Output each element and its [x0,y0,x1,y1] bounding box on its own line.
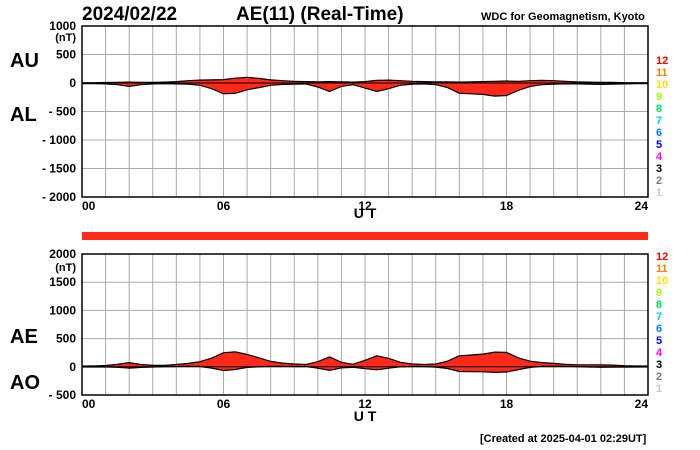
hour-legend-item: 11 [656,263,668,275]
y-tick-label: - 1000 [42,133,76,147]
plot-frame [81,253,649,396]
hour-legend-item: 8 [656,299,663,311]
hour-legend-item: 4 [656,347,663,359]
ae-label: AE [10,326,38,348]
hour-legend-item: 7 [656,115,663,127]
y-tick-label: 500 [56,48,76,62]
hour-legend-item: 8 [656,103,663,115]
hour-legend-item: 10 [656,275,669,287]
y-tick-label: 1500 [49,275,76,289]
x-axis-label: U T [354,408,377,424]
hour-legend-item: 6 [656,127,663,139]
series-line-upper [82,351,648,367]
hour-legend-item: 12 [656,55,669,67]
y-tick-label: 0 [69,360,76,374]
unit-label: (nT) [55,32,76,44]
hour-legend-item: 7 [656,311,663,323]
y-tick-label: - 500 [49,388,77,402]
plot-frame [81,25,649,198]
series-line-upper [82,76,648,84]
chart-title: AE(11) (Real-Time) [236,4,404,25]
x-tick-label: 18 [500,199,514,213]
y-tick-label: - 1500 [42,162,76,176]
hour-legend-item: 2 [656,175,663,187]
hour-legend-item: 10 [656,79,669,91]
y-tick-label: 500 [56,332,76,346]
x-tick-label: 24 [635,199,649,213]
y-tick-label: 2000 [49,247,76,261]
hour-legend-item: 9 [656,287,663,299]
y-tick-label: 1000 [49,19,76,33]
x-tick-label: 00 [82,199,96,213]
x-axis-label: U T [354,205,377,221]
hour-legend-item: 3 [656,359,663,371]
au-label: AU [10,50,39,72]
x-tick-label: 12 [358,199,372,213]
hour-legend-item: 12 [656,251,669,263]
hour-legend-item: 5 [656,335,663,347]
created-timestamp: [Created at 2025-04-01 02:29UT] [480,433,647,445]
x-tick-label: 06 [217,397,231,411]
x-tick-label: 06 [217,199,231,213]
ao-label: AO [10,372,40,394]
hour-legend-item: 6 [656,323,663,335]
x-tick-label: 18 [500,397,514,411]
hour-legend-item: 5 [656,139,663,151]
hour-legend-item: 1 [656,383,663,395]
unit-label: (nT) [55,262,76,274]
y-tick-label: - 500 [49,105,77,119]
al-label: AL [10,104,37,126]
series-fill-area [82,77,648,97]
y-tick-label: - 2000 [42,190,76,204]
x-tick-label: 12 [358,397,372,411]
hour-legend-item: 2 [656,371,663,383]
hour-legend-item: 9 [656,91,663,103]
hour-legend-item: 11 [656,67,668,79]
x-tick-label: 00 [82,397,96,411]
separator-bar [82,232,648,240]
y-tick-label: 0 [69,76,76,90]
hour-legend-item: 1 [656,187,663,199]
credit-label: WDC for Geomagnetism, Kyoto [481,11,645,23]
hour-legend-item: 3 [656,163,663,175]
y-tick-label: 1000 [49,303,76,317]
hour-legend-item: 4 [656,151,663,163]
x-tick-label: 24 [635,397,649,411]
series-line-lower [82,82,648,97]
chart-date: 2024/02/22 [82,4,178,25]
